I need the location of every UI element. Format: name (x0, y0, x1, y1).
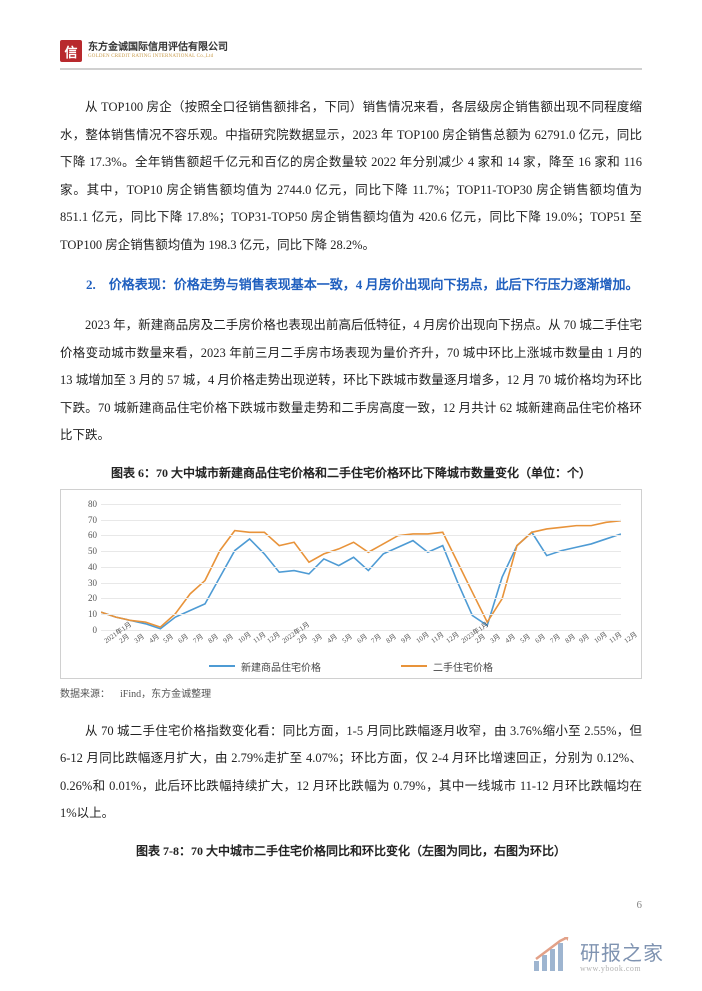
chart-6-svg (101, 504, 621, 637)
chart-6-y-tick: 20 (73, 593, 97, 603)
legend-label-1: 新建商品住宅价格 (241, 659, 321, 674)
paragraph-3: 从 70 城二手住宅价格指数变化看：同比方面，1-5 月同比跌幅逐月收窄，由 3… (60, 718, 642, 828)
chart-6-gridline (101, 551, 621, 552)
section-2-title: 2. 价格表现：价格走势与销售表现基本一致，4 月房价出现向下拐点，此后下行压力… (60, 273, 642, 296)
chart-6-y-tick: 70 (73, 515, 97, 525)
legend-label-2: 二手住宅价格 (433, 659, 493, 674)
chart-6-gridline (101, 630, 621, 631)
chart-6: 01020304050607080 2021年1月2月3月4月5月6月7月8月9… (60, 489, 642, 679)
chart-6-legend: 新建商品住宅价格 二手住宅价格 (61, 659, 641, 674)
page: 信 东方金诚国际信用评估有限公司 GOLDEN CREDIT RATING IN… (0, 0, 702, 991)
legend-swatch-2 (401, 665, 427, 667)
paragraph-2: 2023 年，新建商品房及二手房价格也表现出前高后低特征，4 月房价出现向下拐点… (60, 312, 642, 450)
chart-6-gridline (101, 598, 621, 599)
logo-en: GOLDEN CREDIT RATING INTERNATIONAL Co.,L… (88, 54, 228, 59)
page-header: 信 东方金诚国际信用评估有限公司 GOLDEN CREDIT RATING IN… (60, 40, 642, 70)
chart-6-y-tick: 40 (73, 562, 97, 572)
chart-6-gridline (101, 520, 621, 521)
watermark-text-wrap: 研报之家 www.ybook.com (580, 937, 664, 973)
logo-icon: 信 (60, 40, 82, 62)
chart-6-title: 图表 6：70 大中城市新建商品住宅价格和二手住宅价格环比下降城市数量变化（单位… (60, 464, 642, 481)
chart-6-x-tick: 12月 (622, 629, 639, 645)
logo-cn: 东方金诚国际信用评估有限公司 (88, 43, 228, 54)
chart-6-y-tick: 30 (73, 578, 97, 588)
chart-6-y-tick: 0 (73, 625, 97, 635)
chart-6-y-tick: 50 (73, 546, 97, 556)
paragraph-1: 从 TOP100 房企（按照全口径销售额排名，下同）销售情况来看，各层级房企销售… (60, 94, 642, 259)
chart-6-source: 数据来源： iFind，东方金诚整理 (60, 685, 642, 700)
chart-7-8-title: 图表 7-8：70 大中城市二手住宅价格同比和环比变化（左图为同比，右图为环比） (60, 842, 642, 859)
watermark-text: 研报之家 (580, 943, 664, 965)
chart-6-plot-area: 01020304050607080 (101, 504, 621, 630)
watermark: 研报之家 www.ybook.com (532, 937, 664, 973)
chart-6-series-1 (101, 521, 621, 627)
legend-item-1: 新建商品住宅价格 (209, 659, 321, 674)
watermark-sub: www.ybook.com (580, 964, 664, 973)
logo-text: 东方金诚国际信用评估有限公司 GOLDEN CREDIT RATING INTE… (88, 43, 228, 59)
legend-item-2: 二手住宅价格 (401, 659, 493, 674)
chart-6-gridline (101, 583, 621, 584)
chart-6-gridline (101, 614, 621, 615)
page-number: 6 (637, 899, 643, 911)
chart-6-gridline (101, 535, 621, 536)
chart-6-y-tick: 80 (73, 499, 97, 509)
chart-6-gridline (101, 504, 621, 505)
legend-swatch-1 (209, 665, 235, 667)
watermark-icon (532, 937, 572, 973)
chart-6-x-axis: 2021年1月2月3月4月5月6月7月8月9月10月11月12月2022年1月2… (101, 636, 621, 652)
chart-6-y-tick: 60 (73, 530, 97, 540)
chart-6-gridline (101, 567, 621, 568)
chart-6-y-tick: 10 (73, 609, 97, 619)
company-logo: 信 东方金诚国际信用评估有限公司 GOLDEN CREDIT RATING IN… (60, 40, 228, 62)
